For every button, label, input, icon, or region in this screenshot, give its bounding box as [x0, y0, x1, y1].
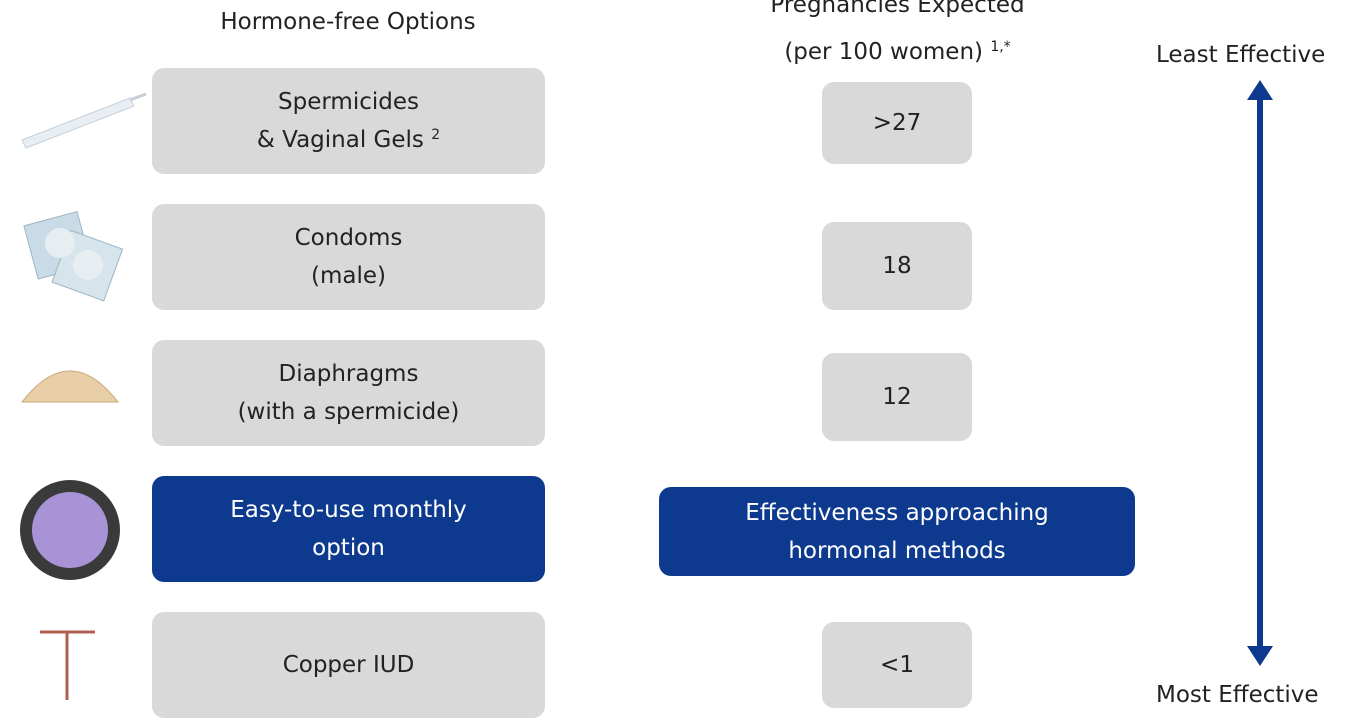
- option-text: Diaphragms: [278, 361, 419, 387]
- option-text: (with a spermicide): [237, 399, 460, 425]
- option-line: (with a spermicide): [238, 393, 460, 431]
- result-box: >27: [822, 82, 972, 164]
- iud-icon: [40, 630, 95, 700]
- option-line: Copper IUD: [283, 646, 415, 684]
- result-text: 18: [882, 253, 912, 279]
- option-line: Easy-to-use monthly: [230, 491, 467, 529]
- option-note: 2: [431, 127, 441, 143]
- result-text: Effectiveness approaching: [745, 499, 1049, 526]
- option-text: Spermicides: [278, 89, 419, 115]
- ring-icon: [20, 480, 120, 580]
- arrow-head-down: [1247, 646, 1273, 666]
- option-line: Diaphragms: [279, 355, 419, 393]
- option-text: option: [312, 535, 385, 561]
- result-text: 12: [882, 384, 912, 410]
- applicator-icon: [21, 92, 147, 149]
- option-line: (male): [311, 257, 386, 295]
- option-line: Spermicides: [278, 83, 419, 121]
- condom-icon: [23, 211, 124, 302]
- option-text: Condoms: [294, 225, 403, 251]
- result-text: hormonal methods: [788, 537, 1006, 564]
- result-subtitle-wrap: (per 100 women) 1,*: [660, 35, 1135, 69]
- result-box: <1: [822, 622, 972, 708]
- option-box: Diaphragms (with a spermicide): [152, 340, 545, 446]
- result-note: 1,*: [990, 39, 1011, 55]
- option-line: Condoms: [295, 219, 403, 257]
- diaphragm-icon: [20, 370, 120, 403]
- option-text: Copper IUD: [282, 652, 415, 678]
- scale-bottom: Most Effective: [1156, 682, 1319, 708]
- option-text: & Vaginal Gels: [256, 127, 424, 153]
- option-box: Easy-to-use monthly option: [152, 476, 545, 582]
- option-line: option: [312, 529, 385, 567]
- option-box: Copper IUD: [152, 612, 545, 718]
- scale-top: Least Effective: [1156, 42, 1326, 68]
- result-box: 12: [822, 353, 972, 441]
- options-title: Hormone-free Options: [220, 9, 476, 35]
- result-box: Effectiveness approaching hormonal method…: [659, 487, 1135, 576]
- option-box: Condoms (male): [152, 204, 545, 310]
- result-subtitle: (per 100 women): [784, 39, 984, 65]
- result-title: Pregnancies Expected: [770, 0, 1025, 18]
- result-text: >27: [872, 110, 922, 136]
- option-line: & Vaginal Gels 2: [257, 121, 440, 159]
- option-box: Spermicides & Vaginal Gels 2: [152, 68, 545, 174]
- result-text: <1: [880, 652, 914, 678]
- option-text: (male): [311, 263, 386, 289]
- arrow-head-up: [1247, 80, 1273, 100]
- result-box: 18: [822, 222, 972, 310]
- option-text: Easy-to-use monthly: [230, 497, 467, 523]
